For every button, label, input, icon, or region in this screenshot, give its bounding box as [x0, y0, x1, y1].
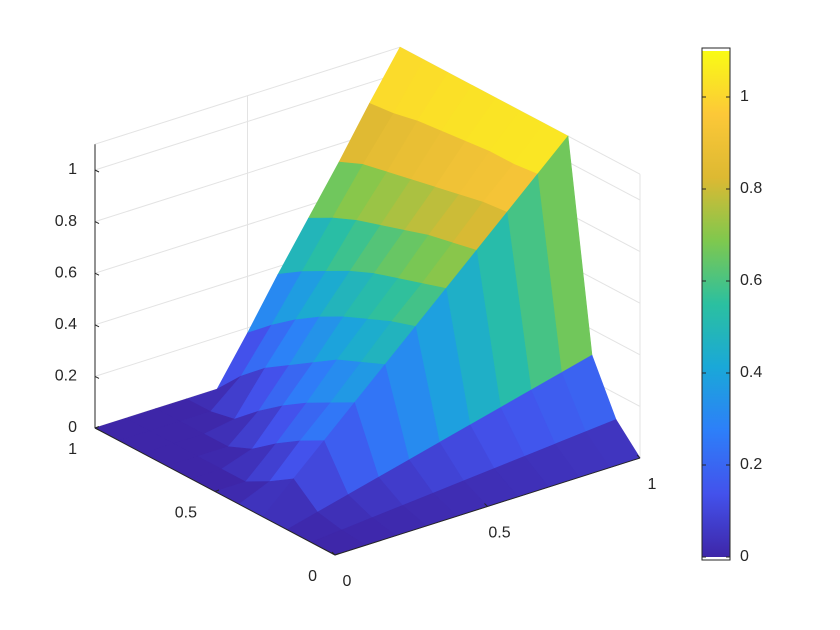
- x-tick-label: 0.5: [488, 525, 510, 542]
- colorbar-tick-label: 0.8: [740, 180, 762, 197]
- y-tick: [214, 489, 220, 492]
- x-tick-label: 0: [343, 573, 352, 590]
- colorbar-tick-label: 0.4: [740, 364, 762, 381]
- grid-line: [94, 46, 401, 145]
- z-tick-label: 0.2: [55, 368, 77, 385]
- z-tick-label: 0.6: [55, 264, 77, 281]
- z-tick-label: 1: [68, 161, 77, 178]
- x-tick: [331, 551, 336, 556]
- z-tick: [94, 375, 100, 379]
- colorbar-tick-label: 0: [740, 548, 749, 565]
- y-tick-label: 0: [308, 568, 317, 585]
- z-tick: [94, 427, 100, 431]
- colorbar-frame: [701, 47, 731, 561]
- z-tick-label: 0.4: [55, 316, 77, 333]
- y-tick: [94, 426, 100, 429]
- colorbar-tick-label: 1: [740, 88, 749, 105]
- y-tick: [334, 553, 340, 556]
- colorbar: [702, 51, 730, 557]
- z-tick-label: 0.8: [55, 213, 77, 230]
- x-tick: [484, 503, 488, 507]
- z-tick-label: 0: [68, 419, 77, 436]
- z-tick: [94, 324, 100, 328]
- colorbar-tick-label: 0.2: [740, 456, 762, 473]
- y-tick-label: 1: [68, 441, 77, 458]
- z-tick: [94, 272, 100, 276]
- z-tick: [94, 221, 100, 225]
- y-tick-label: 0.5: [175, 505, 197, 522]
- colorbar-tick-label: 0.6: [740, 272, 762, 289]
- x-tick: [636, 454, 641, 459]
- x-tick-label: 1: [648, 476, 657, 493]
- z-tick: [94, 169, 100, 173]
